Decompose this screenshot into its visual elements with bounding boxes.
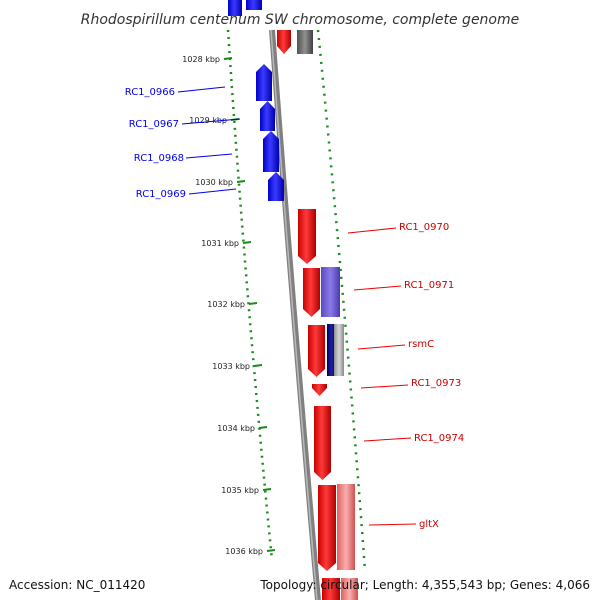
tick-mark — [262, 488, 272, 491]
forward-gene-arrow — [303, 268, 320, 317]
gene-label-rc1-0974[interactable]: RC1_0974 — [414, 433, 464, 444]
gene-label-rc1-0970[interactable]: RC1_0970 — [399, 222, 449, 233]
tick-label: 1031 kbp — [201, 239, 239, 248]
gene-leader-line — [347, 227, 397, 234]
accession-text: Accession: NC_011420 — [9, 578, 146, 592]
tick-mark — [236, 180, 246, 183]
tick-label: 1036 kbp — [225, 547, 263, 556]
gene-label-rc1-0966[interactable]: RC1_0966 — [125, 87, 175, 98]
gene-label-rsmc[interactable]: rsmC — [408, 339, 434, 350]
other-feature-block — [321, 267, 340, 317]
gene-label-rc1-0969[interactable]: RC1_0969 — [136, 189, 186, 200]
tick-label: 1029 kbp — [189, 116, 227, 125]
tick-mark — [242, 241, 252, 244]
reverse-gene-arrow — [246, 0, 262, 10]
other-feature-block — [337, 484, 355, 570]
forward-gene-arrow — [318, 485, 336, 571]
forward-gene-arrow — [312, 384, 327, 396]
gene-label-rc1-0967[interactable]: RC1_0967 — [129, 119, 179, 130]
gene-leader-line — [181, 118, 241, 125]
reverse-gene-arrow — [263, 131, 279, 172]
tick-label: 1030 kbp — [195, 178, 233, 187]
forward-gene-arrow — [322, 578, 340, 600]
tick-mark — [223, 57, 233, 60]
gene-leader-line — [360, 384, 409, 389]
reverse-gene-arrow — [268, 172, 284, 201]
other-feature-block — [327, 324, 336, 376]
other-feature-block — [334, 324, 344, 376]
gene-label-group: RC1_0966 RC1_0967 RC1_0968 RC1_0969 RC1_0970… — [125, 86, 464, 530]
gene-leader-line — [177, 86, 226, 93]
tick-mark — [253, 364, 263, 367]
topology-text: Topology: circular; Length: 4,355,543 bp… — [260, 578, 590, 592]
gene-leader-line — [357, 344, 406, 350]
tick-group: 1028 kbp 1029 kbp 1030 kbp 1031 kbp 1032 kbp… — [182, 55, 276, 556]
tick-label: 1033 kbp — [212, 362, 250, 371]
tick-label: 1034 kbp — [217, 424, 255, 433]
backbone-arc — [269, 29, 321, 600]
map-title: Rhodospirillum centenum SW chromosome, c… — [81, 12, 520, 28]
feature-group — [228, 0, 358, 600]
tick-label: 1032 kbp — [207, 300, 245, 309]
gene-leader-line — [188, 188, 237, 195]
gene-label-rc1-0971[interactable]: RC1_0971 — [404, 280, 454, 291]
forward-gene-arrow — [314, 406, 331, 480]
other-feature-block — [297, 30, 313, 54]
gene-leader-line — [185, 153, 233, 159]
other-feature-block — [341, 578, 358, 600]
tick-mark — [266, 549, 276, 552]
gene-label-rc1-0973[interactable]: RC1_0973 — [411, 378, 461, 389]
forward-gene-arrow — [277, 30, 291, 54]
tick-label: 1035 kbp — [221, 486, 259, 495]
reverse-gene-arrow — [256, 64, 272, 101]
gene-leader-line — [368, 523, 417, 526]
tick-mark — [258, 426, 268, 429]
reverse-gene-arrow — [228, 0, 242, 16]
reverse-gene-arrow — [260, 101, 275, 131]
gene-label-gltx[interactable]: gltX — [419, 519, 439, 530]
gene-leader-line — [363, 437, 412, 442]
gene-leader-line — [353, 285, 402, 291]
tick-mark — [248, 302, 258, 305]
backbone-highlight — [270, 29, 318, 600]
forward-gene-arrow — [308, 325, 325, 377]
forward-gene-arrow — [298, 209, 316, 264]
gene-label-rc1-0968[interactable]: RC1_0968 — [134, 153, 184, 164]
tick-label: 1028 kbp — [182, 55, 220, 64]
